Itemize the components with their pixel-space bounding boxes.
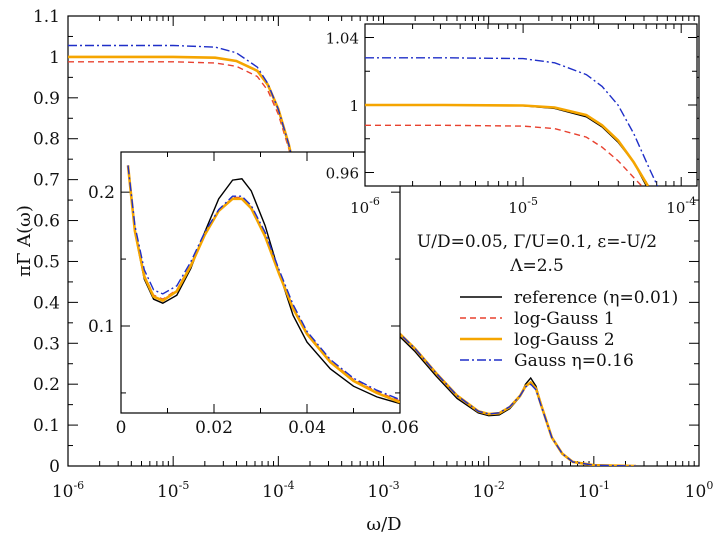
legend-label-1: log-Gauss 1 xyxy=(514,309,615,329)
legend-label-3: Gauss η=0.16 xyxy=(514,351,634,371)
main-ytick-label: 0.2 xyxy=(33,375,60,395)
inset-low-ytick-label: 0.1 xyxy=(88,317,115,337)
inset-low-axis-ticks: 0 0.02 0.04 0.06 0.1 0.2 xyxy=(88,152,419,438)
inset-low-frame xyxy=(120,151,401,414)
inset-low-ytick-label: 0.2 xyxy=(88,183,115,203)
inset-low-xtick-label: 0.04 xyxy=(288,418,326,438)
main-xtick-label: 100 xyxy=(685,479,714,502)
main-ytick-label: 1 xyxy=(49,48,60,68)
legend-label-0: reference (η=0.01) xyxy=(514,288,678,308)
inset-high-ytick-label: 0.96 xyxy=(326,165,359,183)
main-xtick-label: 10-5 xyxy=(157,479,189,502)
inset-high-ytick-label: 1 xyxy=(349,97,359,115)
main-ytick-label: 0.9 xyxy=(33,89,60,109)
inset-low-xtick-label: 0 xyxy=(116,418,127,438)
main-series-group xyxy=(68,44,636,466)
inset-high-ytick-label: 1.04 xyxy=(326,30,359,48)
main-ytick-label: 0 xyxy=(49,457,60,477)
main-xtick-label: 10-2 xyxy=(472,479,504,502)
main-ytick-label: 0.7 xyxy=(33,171,60,191)
inset-high-xtick-label: 10-5 xyxy=(508,195,538,217)
inset-high-series-2 xyxy=(365,103,650,186)
x-axis-title: ω/D xyxy=(366,514,401,535)
inset-high-xtick-label: 10-4 xyxy=(666,195,696,217)
main-ytick-label: 0.6 xyxy=(33,212,60,232)
main-xtick-label: 10-4 xyxy=(262,479,294,502)
main-ytick-label: 0.1 xyxy=(33,416,60,436)
inset-high-xtick-label: 10-6 xyxy=(350,195,380,217)
parameter-annotation: U/D=0.05, Γ/U=0.1, ε=-U/2 xyxy=(417,232,657,252)
main-xtick-label: 10-3 xyxy=(367,479,399,502)
inset-high-series-group xyxy=(365,57,659,186)
y-axis-title: πΓ A(ω) xyxy=(14,205,35,277)
lambda-annotation: Λ=2.5 xyxy=(509,256,564,276)
inset-low-xtick-label: 0.06 xyxy=(381,418,419,438)
inset-low-series-0 xyxy=(127,165,400,405)
main-ytick-label: 0.5 xyxy=(33,252,60,272)
legend-label-2: log-Gauss 2 xyxy=(514,330,615,350)
main-ytick-label: 1.1 xyxy=(33,7,60,27)
inset-low-xtick-label: 0.02 xyxy=(195,418,233,438)
main-ytick-label: 0.3 xyxy=(33,334,60,354)
inset-high-series-3 xyxy=(365,57,659,186)
main-ytick-label: 0.4 xyxy=(33,293,60,313)
inset-low-series-2 xyxy=(126,165,400,404)
main-ytick-label: 0.8 xyxy=(33,130,60,150)
main-xtick-label: 10-1 xyxy=(578,479,610,502)
inset-low-series-group xyxy=(126,165,400,405)
inset-high-series-1 xyxy=(365,124,643,186)
main-xtick-label: 10-6 xyxy=(52,479,84,502)
